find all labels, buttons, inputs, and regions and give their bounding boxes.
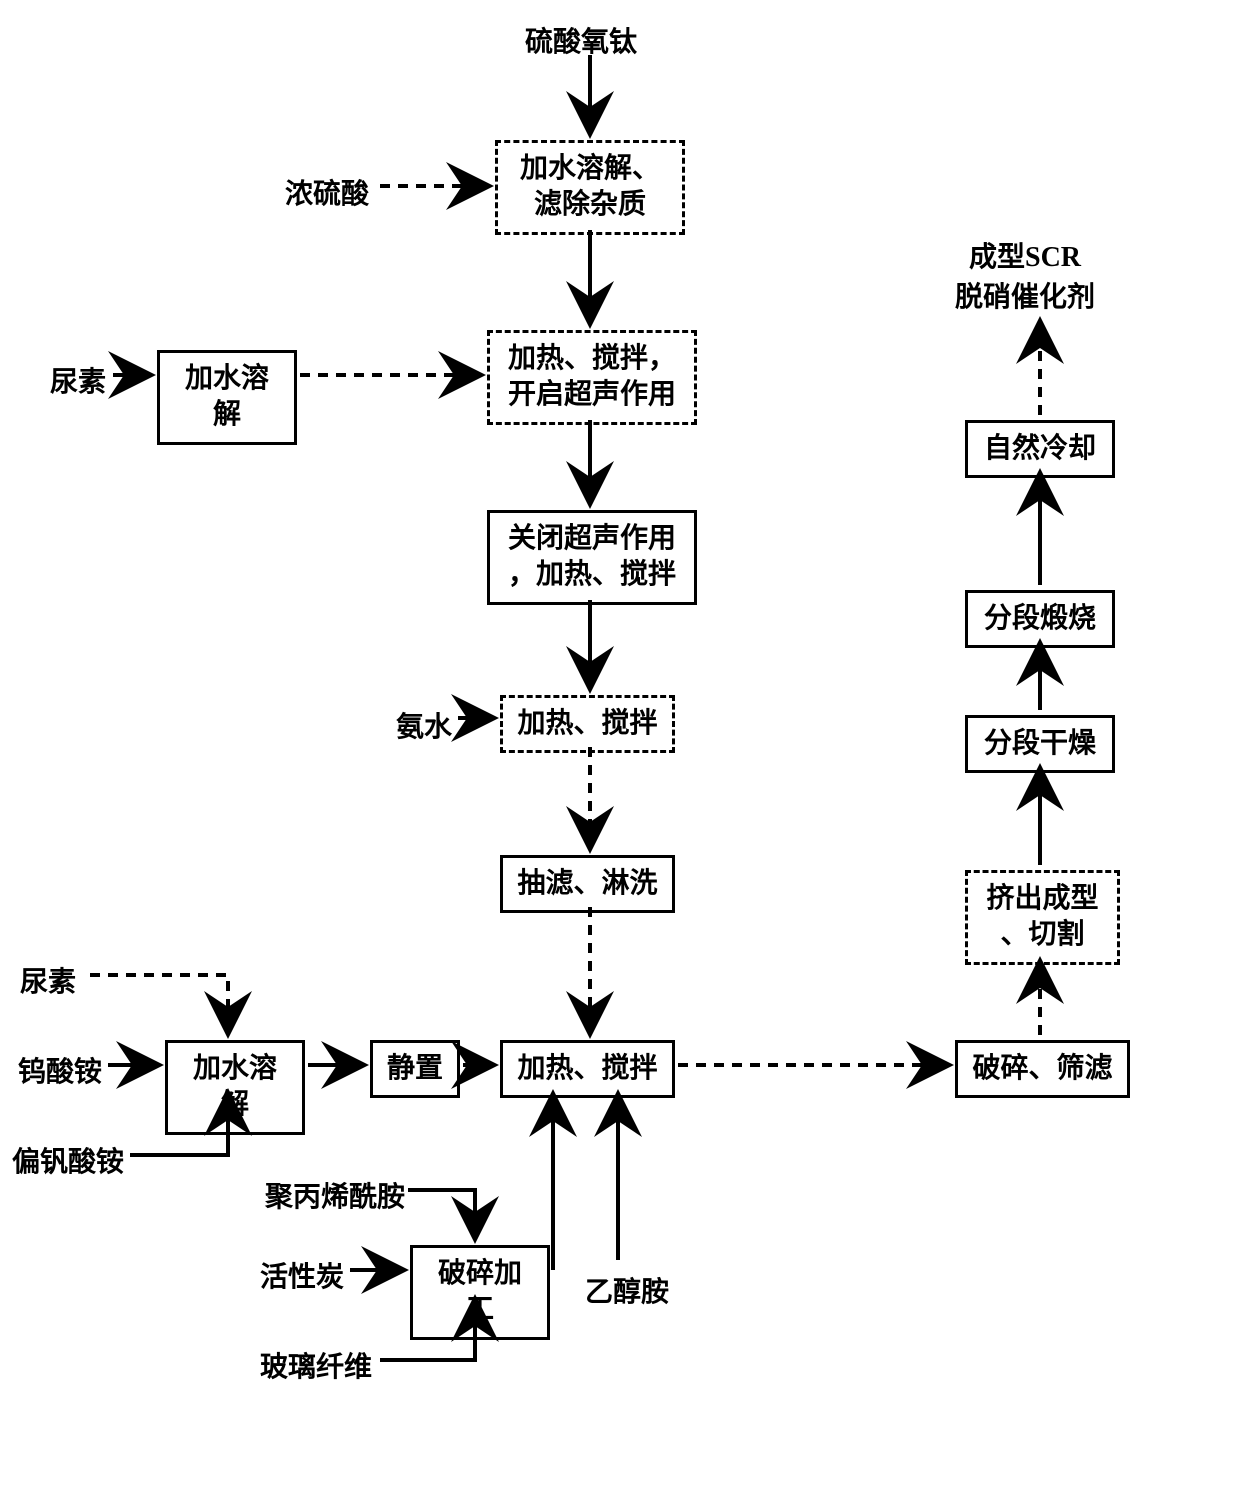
node-dissolve-urea: 加水溶解 (157, 350, 297, 445)
ethanolamine-label: 乙醇胺 (585, 1270, 669, 1310)
carbon-label: 活性炭 (260, 1255, 344, 1295)
output-label: 成型SCR 脱硝催化剂 (955, 235, 1095, 315)
node-heat-stir-2: 加热、搅拌 (500, 1040, 675, 1098)
tungstate-label: 钨酸铵 (18, 1050, 102, 1090)
urea2-label: 尿素 (20, 960, 76, 1000)
start-label: 硫酸氧钛 (525, 20, 637, 60)
pam-label: 聚丙烯酰胺 (265, 1175, 405, 1215)
node-crush-process: 破碎加工 (410, 1245, 550, 1340)
node-heat-stir-1: 加热、搅拌 (500, 695, 675, 753)
node-natural-cool: 自然冷却 (965, 420, 1115, 478)
node-heat-stir-ultrasonic: 加热、搅拌，开启超声作用 (487, 330, 697, 425)
node-stage-dry: 分段干燥 (965, 715, 1115, 773)
node-filter-rinse: 抽滤、淋洗 (500, 855, 675, 913)
node-crush-sieve: 破碎、筛滤 (955, 1040, 1130, 1098)
fiber-label: 玻璃纤维 (260, 1345, 372, 1385)
nh3-label: 氨水 (396, 705, 452, 745)
node-extrude-cut: 挤出成型、切割 (965, 870, 1120, 965)
node-stage-calcine: 分段煅烧 (965, 590, 1115, 648)
node-dissolve-filter: 加水溶解、滤除杂质 (495, 140, 685, 235)
urea1-label: 尿素 (50, 360, 106, 400)
node-close-ultrasonic: 关闭超声作用，加热、搅拌 (487, 510, 697, 605)
node-settle: 静置 (370, 1040, 460, 1098)
vanadate-label: 偏钒酸铵 (12, 1140, 124, 1180)
h2so4-label: 浓硫酸 (285, 172, 369, 212)
node-dissolve-mix: 加水溶解 (165, 1040, 305, 1135)
